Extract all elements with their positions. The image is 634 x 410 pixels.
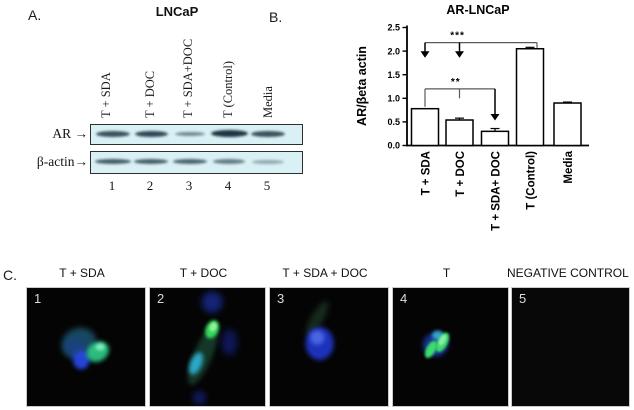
cell-image-svg: [305, 301, 334, 360]
bar-chart-svg: AR-LNCaP AR/βeta actin 0.0 0.5 1.0 1.5 2.0 2.5 *…: [355, 3, 589, 231]
y-axis-label: AR/βeta actin: [355, 46, 369, 126]
cell-blob: [209, 322, 217, 332]
panel-b-letter: B.: [269, 9, 283, 25]
x-tick-label: T + SDA+ DOC: [491, 151, 503, 231]
western-blot-strip-bactin: [90, 151, 303, 174]
arrow-right-icon: →: [71, 126, 89, 141]
image-number: 4: [400, 291, 408, 306]
blot-row-label-bactin: β-actin→: [14, 154, 88, 170]
blot-band: [95, 159, 131, 164]
cell-blob: [188, 352, 204, 375]
arrow-down-icon: [420, 51, 430, 58]
image-title: T + DOC: [179, 266, 228, 280]
y-tick-label: 0.0: [387, 141, 400, 151]
x-tick-label: T (Control): [526, 151, 538, 210]
fluorescence-image: 2: [149, 287, 266, 407]
western-blot-strip-ar: [90, 124, 303, 145]
image-number: 3: [277, 291, 285, 306]
image-title: T + SDA + DOC: [282, 266, 368, 280]
blot-lane-label: T (Control): [220, 60, 235, 118]
cell-blob: [221, 329, 238, 356]
image-title: T + SDA: [59, 266, 105, 280]
lane-number: 2: [146, 178, 154, 193]
blot-row-label-bactin-text: β-actin: [36, 154, 75, 169]
lane-number: 1: [108, 178, 116, 193]
cell-blob: [310, 330, 325, 345]
blot-lane-label: T + SDA: [98, 72, 113, 118]
blot-lane-label: Media: [260, 86, 275, 118]
blot-lane-label: T + DOC: [142, 70, 157, 118]
blot-band: [213, 159, 245, 164]
blot-band: [134, 159, 168, 164]
x-tick-label: Media: [563, 150, 575, 183]
lane-number: 5: [263, 178, 271, 193]
image-title: T: [442, 266, 451, 280]
blot-band: [96, 130, 130, 137]
cell-blob: [95, 343, 105, 351]
panel-a-letter: A.: [28, 7, 42, 23]
panel-c-letter: C.: [3, 267, 17, 283]
cell-blob: [73, 350, 90, 370]
blot-band: [134, 130, 168, 137]
chart-title: AR-LNCaP: [446, 3, 509, 17]
bar: [553, 102, 582, 147]
cell-image-svg: [61, 327, 109, 370]
blot-band: [252, 159, 284, 164]
cell-blob: [438, 334, 447, 346]
bar: [480, 130, 510, 147]
bar: [445, 119, 474, 147]
arrow-down-icon: [455, 51, 464, 58]
image-number: 2: [157, 291, 165, 306]
cell-blob: [305, 301, 329, 337]
x-tick-label: T + DOC: [455, 151, 467, 197]
sig-label: **: [451, 77, 461, 88]
x-tick-label: T + SDA: [421, 151, 433, 195]
blot-band: [175, 131, 205, 136]
lane-number: 3: [185, 178, 193, 193]
fluorescence-image: 1: [26, 287, 146, 407]
image-title: NEGATIVE CONTROL: [507, 266, 629, 280]
blot-lane-label: T + SDA+DOC: [180, 38, 195, 118]
y-tick-label: 2.0: [387, 46, 400, 56]
bar: [410, 107, 440, 147]
blot-band: [173, 159, 207, 164]
bar-chart: AR-LNCaP AR/βeta actin 0.0 0.5 1.0 1.5 2.0 2.5 *…: [310, 0, 634, 262]
arrow-down-icon: [490, 113, 500, 121]
fluorescence-image: 5: [511, 287, 630, 407]
sig-label: ***: [450, 31, 465, 42]
cell-image-svg: [512, 288, 629, 406]
lane-number: 4: [224, 178, 232, 193]
image-number: 5: [519, 291, 527, 306]
panel-a-title: LNCaP: [155, 4, 199, 19]
y-tick-label: 2.5: [387, 23, 400, 33]
blot-band: [251, 130, 285, 137]
y-tick-label: 1.5: [387, 70, 400, 80]
cell-blob: [192, 390, 207, 405]
fluorescence-image: 4: [392, 287, 509, 407]
cell-image-svg: [187, 291, 238, 405]
blot-row-label-ar: AR →: [28, 126, 88, 142]
y-tick-label: 0.5: [387, 117, 400, 127]
cell-blob: [424, 340, 437, 358]
blot-band: [210, 130, 248, 137]
image-number: 1: [34, 291, 42, 306]
cell-blob: [201, 291, 223, 313]
arrow-right-icon: →: [74, 154, 89, 169]
cell-image-svg: [422, 330, 450, 358]
bar: [515, 47, 545, 147]
fluorescence-image: 3: [269, 287, 389, 407]
blot-row-label-ar-text: AR: [52, 126, 72, 141]
y-tick-label: 1.0: [387, 94, 400, 104]
